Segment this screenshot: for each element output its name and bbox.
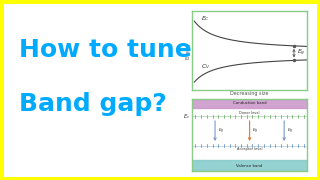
X-axis label: Decreasing size: Decreasing size <box>230 91 269 96</box>
Text: How to tune: How to tune <box>19 38 192 62</box>
Y-axis label: Energy: Energy <box>186 42 191 59</box>
Text: Band gap?: Band gap? <box>19 92 167 116</box>
Text: Conduction band: Conduction band <box>233 101 267 105</box>
Text: $E_g$: $E_g$ <box>287 127 293 136</box>
Text: $E_g$: $E_g$ <box>252 127 259 136</box>
Text: Donor level: Donor level <box>239 111 260 115</box>
Text: $E_C$: $E_C$ <box>201 14 210 23</box>
Text: Valence band: Valence band <box>236 164 263 168</box>
Text: Acceptor level: Acceptor level <box>237 147 262 151</box>
Text: $E_g$: $E_g$ <box>298 48 306 58</box>
Text: $C_V$: $C_V$ <box>201 62 211 71</box>
Text: $E_c$: $E_c$ <box>183 112 190 121</box>
Text: $E_g$: $E_g$ <box>218 127 224 136</box>
